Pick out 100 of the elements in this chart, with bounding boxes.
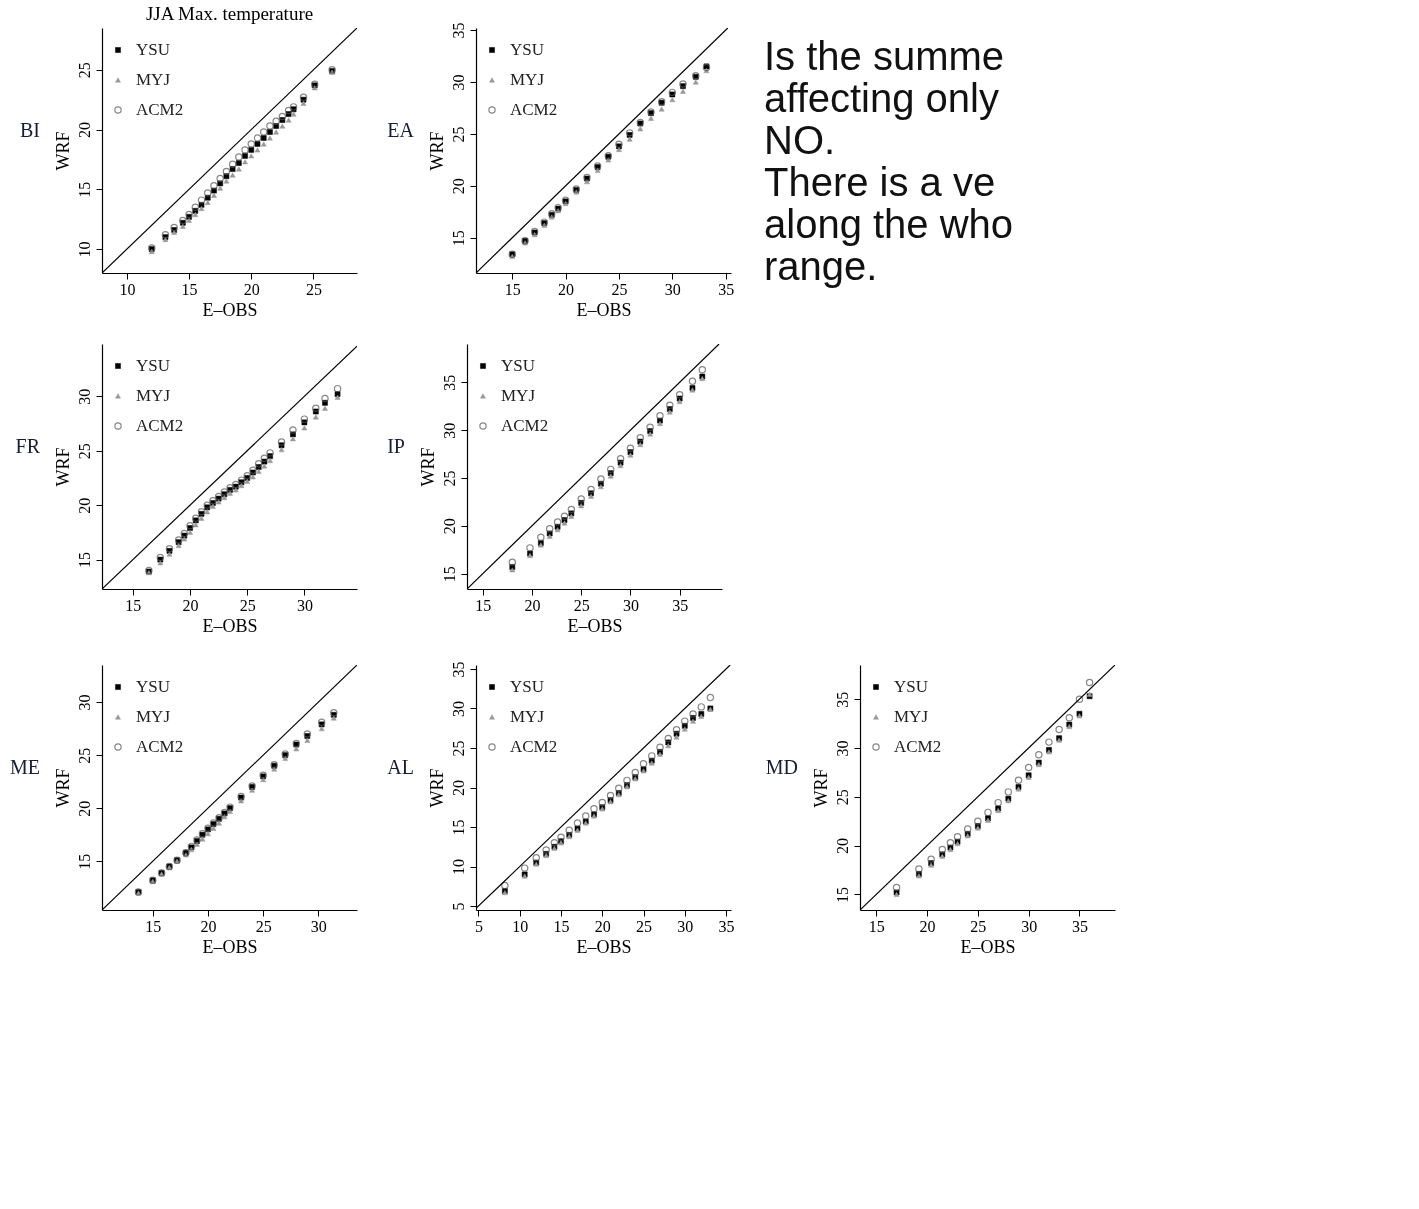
text: BI xyxy=(20,118,40,141)
chart-title: JJA Max. temperature xyxy=(145,3,314,24)
x-axis-title: E–OBS xyxy=(567,615,623,636)
x-tick-label: 30 xyxy=(622,596,639,614)
x-axis-title: E–OBS xyxy=(202,936,258,957)
x-tick-label: 35 xyxy=(1071,917,1088,935)
y-tick-label: 35 xyxy=(449,22,467,39)
y-tick-label: 35 xyxy=(440,374,458,391)
x-tick-label: 30 xyxy=(310,917,327,935)
x-tick-label: 30 xyxy=(664,280,681,298)
legend-label: ACM2 xyxy=(136,737,184,756)
text: ME xyxy=(10,755,40,778)
y-tick-label: 20 xyxy=(833,838,851,855)
x-tick-label: 20 xyxy=(182,596,199,614)
y-tick-label: 30 xyxy=(449,700,467,717)
y-tick-label: 15 xyxy=(449,230,467,247)
y-tick-label: 25 xyxy=(440,470,458,487)
y-tick-label: 15 xyxy=(75,181,93,198)
x-tick-label: 20 xyxy=(524,596,541,614)
x-tick-label: 25 xyxy=(255,917,272,935)
x-tick-label: 25 xyxy=(305,280,322,298)
text: Is the summe xyxy=(764,34,1005,78)
x-tick-label: 15 xyxy=(504,280,521,298)
text: EA xyxy=(387,118,415,141)
y-tick-label: 20 xyxy=(449,780,467,796)
legend-label: YSU xyxy=(136,356,171,375)
text: FR xyxy=(15,434,41,457)
text: along the who xyxy=(764,202,1014,246)
text: There is a ve xyxy=(764,160,996,204)
y-axis-title: WRF xyxy=(52,447,73,487)
y-tick-label: 5 xyxy=(449,902,467,911)
legend-label: MYJ xyxy=(136,70,171,89)
y-axis-title: WRF xyxy=(52,768,73,808)
y-axis-title: WRF xyxy=(417,447,438,487)
y-tick-label: 30 xyxy=(449,74,467,91)
text: IP xyxy=(387,434,405,457)
legend-label: ACM2 xyxy=(136,100,184,119)
text: MD xyxy=(765,755,798,778)
y-tick-label: 20 xyxy=(75,497,93,514)
y-tick-label: 20 xyxy=(449,178,467,195)
legend-label: MYJ xyxy=(510,707,545,726)
legend-label: YSU xyxy=(510,40,545,59)
legend-label: YSU xyxy=(510,677,545,696)
y-tick-label: 15 xyxy=(75,853,93,870)
y-tick-label: 20 xyxy=(75,800,93,817)
y-tick-label: 10 xyxy=(75,241,93,258)
y-tick-label: 35 xyxy=(449,661,467,678)
legend-label: MYJ xyxy=(894,707,929,726)
x-tick-label: 10 xyxy=(119,280,136,298)
y-tick-label: 15 xyxy=(440,566,458,583)
x-axis-title: E–OBS xyxy=(202,299,258,320)
legend-label: ACM2 xyxy=(894,737,942,756)
x-tick-label: 20 xyxy=(558,280,575,298)
y-tick-label: 30 xyxy=(75,694,93,711)
legend-label: ACM2 xyxy=(510,100,558,119)
legend-label: YSU xyxy=(501,356,536,375)
y-tick-label: 15 xyxy=(75,552,93,569)
y-axis-title: WRF xyxy=(426,131,447,171)
y-axis-title: WRF xyxy=(426,768,447,808)
y-tick-label: 25 xyxy=(75,443,93,460)
x-tick-label: 25 xyxy=(636,917,653,935)
y-tick-label: 25 xyxy=(449,126,467,143)
x-tick-label: 15 xyxy=(553,917,570,935)
x-tick-label: 10 xyxy=(512,917,529,935)
y-tick-label: 25 xyxy=(75,747,93,764)
x-tick-label: 35 xyxy=(718,280,735,298)
x-tick-label: 25 xyxy=(970,917,987,935)
x-tick-label: 30 xyxy=(677,917,694,935)
legend-label: ACM2 xyxy=(510,737,558,756)
legend-label: ACM2 xyxy=(501,416,549,435)
y-tick-label: 25 xyxy=(75,62,93,79)
y-tick-label: 10 xyxy=(449,859,467,876)
x-axis-title: E–OBS xyxy=(202,615,258,636)
x-tick-label: 5 xyxy=(474,917,483,935)
y-tick-label: 30 xyxy=(75,388,93,405)
x-tick-label: 20 xyxy=(243,280,260,298)
x-tick-label: 35 xyxy=(718,917,735,935)
text: affecting only xyxy=(764,76,999,120)
y-tick-label: 15 xyxy=(449,819,467,836)
x-tick-label: 30 xyxy=(1021,917,1038,935)
legend-label: ACM2 xyxy=(136,416,184,435)
legend-label: MYJ xyxy=(136,386,171,405)
x-axis-title: E–OBS xyxy=(576,299,632,320)
y-tick-label: 20 xyxy=(75,122,93,139)
legend-label: YSU xyxy=(136,677,171,696)
y-tick-label: 30 xyxy=(833,740,851,757)
y-tick-label: 20 xyxy=(440,518,458,535)
x-tick-label: 15 xyxy=(125,596,142,614)
x-tick-label: 35 xyxy=(672,596,689,614)
legend-label: YSU xyxy=(894,677,929,696)
x-tick-label: 20 xyxy=(594,917,611,935)
x-tick-label: 15 xyxy=(145,917,162,935)
x-tick-label: 25 xyxy=(611,280,628,298)
y-axis-title: WRF xyxy=(52,131,73,171)
y-tick-label: 25 xyxy=(449,740,467,757)
legend-label: MYJ xyxy=(510,70,545,89)
x-tick-label: 25 xyxy=(573,596,590,614)
x-tick-label: 25 xyxy=(239,596,256,614)
y-tick-label: 25 xyxy=(833,789,851,806)
legend-label: MYJ xyxy=(136,707,171,726)
